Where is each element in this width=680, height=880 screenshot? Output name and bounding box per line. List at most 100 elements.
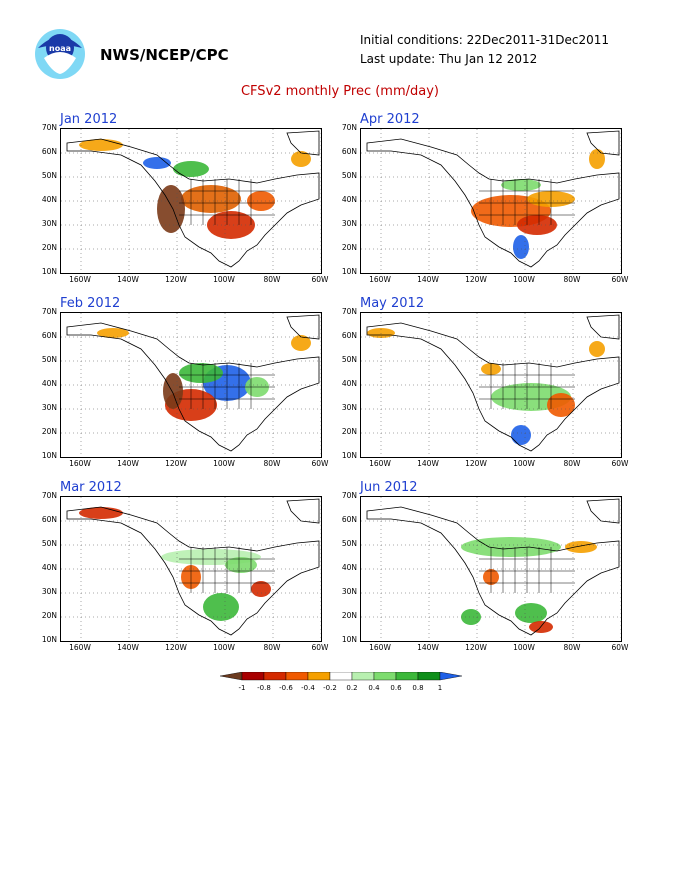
lat-label: 20N bbox=[341, 427, 357, 436]
lat-label: 40N bbox=[341, 563, 357, 572]
org-name: NWS/NCEP/CPC bbox=[100, 46, 229, 64]
page-title: CFSv2 monthly Prec (mm/day) bbox=[240, 84, 439, 99]
anomaly-region bbox=[225, 557, 257, 573]
last-update: Last update: Thu Jan 12 2012 bbox=[360, 52, 538, 66]
colorbar-label: 0.4 bbox=[368, 684, 380, 692]
anomaly-region bbox=[181, 185, 241, 213]
anomaly-region bbox=[291, 335, 311, 351]
coastline bbox=[286, 314, 320, 340]
lat-label: 70N bbox=[41, 123, 57, 132]
lon-label: 140W bbox=[417, 275, 439, 284]
colorbar-label: 0.8 bbox=[412, 684, 423, 692]
lat-label: 50N bbox=[341, 171, 357, 180]
lat-label: 20N bbox=[341, 243, 357, 252]
lon-label: 120W bbox=[165, 459, 187, 468]
colorbar-swatch bbox=[263, 672, 287, 681]
colorbar-swatch bbox=[307, 672, 331, 681]
lat-label: 30N bbox=[41, 587, 57, 596]
map-canvas bbox=[361, 497, 621, 641]
lat-label: 10N bbox=[41, 451, 57, 460]
lat-label: 40N bbox=[41, 195, 57, 204]
lon-label: 160W bbox=[69, 459, 91, 468]
lat-label: 30N bbox=[341, 587, 357, 596]
lon-label: 140W bbox=[117, 643, 139, 652]
lat-label: 50N bbox=[41, 171, 57, 180]
lon-label: 60W bbox=[311, 275, 329, 284]
lon-label: 160W bbox=[369, 643, 391, 652]
lon-label: 60W bbox=[311, 643, 329, 652]
map-canvas bbox=[361, 313, 621, 457]
lon-label: 120W bbox=[465, 459, 487, 468]
anomaly-region bbox=[179, 363, 223, 383]
lon-label: 100W bbox=[513, 275, 535, 284]
noaa-logo-icon: noaa bbox=[35, 29, 85, 79]
colorbar-label: -0.2 bbox=[323, 684, 337, 692]
precip-map-2 bbox=[360, 128, 622, 274]
anomaly-region bbox=[589, 341, 605, 357]
lat-label: 50N bbox=[341, 539, 357, 548]
coastline bbox=[286, 498, 320, 524]
lat-label: 50N bbox=[341, 355, 357, 364]
lon-label: 160W bbox=[69, 275, 91, 284]
precip-map-6 bbox=[360, 496, 622, 642]
colorbar-label: -0.6 bbox=[279, 684, 293, 692]
precip-map-3 bbox=[60, 312, 322, 458]
lat-label: 60N bbox=[41, 331, 57, 340]
panel-title-6: Jun 2012 bbox=[360, 480, 418, 495]
colorbar-label: -1 bbox=[239, 684, 246, 692]
colorbar-label: 1 bbox=[438, 684, 442, 692]
lat-label: 50N bbox=[41, 539, 57, 548]
lon-label: 80W bbox=[563, 275, 581, 284]
anomaly-region bbox=[589, 149, 605, 169]
lat-label: 70N bbox=[341, 123, 357, 132]
anomaly-region bbox=[501, 179, 541, 191]
anomaly-region bbox=[97, 328, 129, 338]
lat-label: 70N bbox=[341, 307, 357, 316]
anomaly-region bbox=[173, 161, 209, 177]
lon-label: 160W bbox=[369, 275, 391, 284]
lat-label: 60N bbox=[341, 331, 357, 340]
panel-title-2: Apr 2012 bbox=[360, 112, 420, 127]
lat-label: 40N bbox=[41, 563, 57, 572]
lon-label: 60W bbox=[611, 643, 629, 652]
coastline bbox=[586, 498, 620, 524]
lon-label: 120W bbox=[165, 275, 187, 284]
coastline bbox=[586, 130, 620, 156]
colorbar-label: 0.6 bbox=[390, 684, 402, 692]
lat-label: 40N bbox=[341, 195, 357, 204]
lon-label: 80W bbox=[563, 459, 581, 468]
anomaly-region bbox=[565, 541, 597, 553]
colorbar-swatch bbox=[373, 672, 397, 681]
anomaly-region bbox=[461, 609, 481, 625]
lat-label: 60N bbox=[41, 515, 57, 524]
panel-title-5: Mar 2012 bbox=[60, 480, 122, 495]
initial-conditions: Initial conditions: 22Dec2011-31Dec2011 bbox=[360, 33, 609, 47]
colorbar-label: 0.2 bbox=[346, 684, 357, 692]
colorbar-swatch bbox=[219, 672, 243, 681]
anomaly-region bbox=[251, 581, 271, 597]
lat-label: 60N bbox=[341, 515, 357, 524]
lat-label: 30N bbox=[341, 219, 357, 228]
precip-map-1 bbox=[60, 128, 322, 274]
svg-text:noaa: noaa bbox=[49, 44, 71, 53]
precip-map-5 bbox=[60, 496, 322, 642]
lat-label: 60N bbox=[341, 147, 357, 156]
lat-label: 30N bbox=[341, 403, 357, 412]
lon-label: 100W bbox=[513, 643, 535, 652]
lat-label: 60N bbox=[41, 147, 57, 156]
lat-label: 70N bbox=[41, 307, 57, 316]
lat-label: 40N bbox=[341, 379, 357, 388]
lon-label: 100W bbox=[213, 459, 235, 468]
lon-label: 80W bbox=[263, 459, 281, 468]
colorbar-label: -0.8 bbox=[257, 684, 271, 692]
panel-title-3: Feb 2012 bbox=[60, 296, 121, 311]
lon-label: 140W bbox=[417, 643, 439, 652]
colorbar-swatch bbox=[351, 672, 375, 681]
panel-title-4: May 2012 bbox=[360, 296, 425, 311]
map-canvas bbox=[361, 129, 621, 273]
lon-label: 100W bbox=[213, 275, 235, 284]
colorbar-label: -0.4 bbox=[301, 684, 315, 692]
lat-label: 20N bbox=[41, 243, 57, 252]
colorbar-swatch bbox=[329, 672, 353, 681]
lon-label: 160W bbox=[69, 643, 91, 652]
